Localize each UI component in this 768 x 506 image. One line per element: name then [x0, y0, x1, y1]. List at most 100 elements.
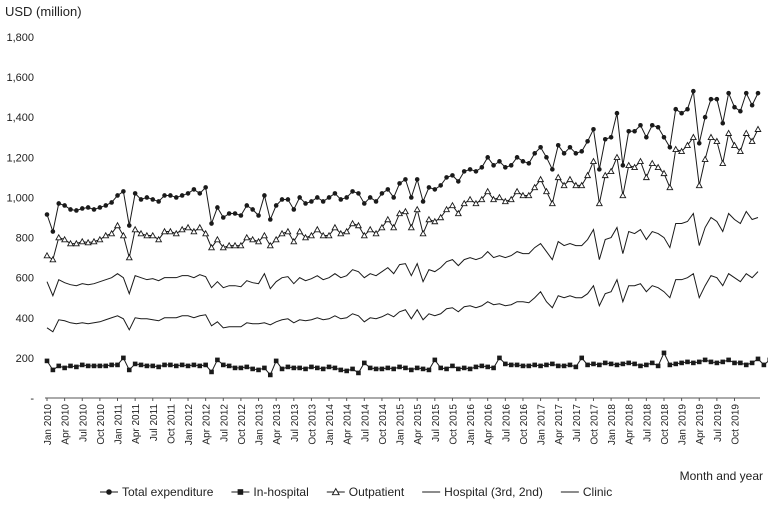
data-point — [119, 231, 127, 239]
series-line — [46, 210, 759, 298]
data-point — [661, 134, 667, 140]
data-point — [443, 205, 451, 213]
data-point — [49, 255, 57, 263]
data-point — [325, 231, 333, 239]
data-point — [719, 159, 727, 167]
data-point — [448, 201, 457, 209]
legend-item: Total expenditure — [100, 485, 214, 499]
data-point — [384, 215, 392, 223]
data-point — [109, 362, 114, 368]
data-point — [632, 361, 637, 367]
data-point — [301, 233, 310, 241]
data-point — [414, 365, 420, 371]
data-point — [437, 213, 445, 221]
data-point — [491, 163, 496, 168]
data-point — [542, 187, 551, 195]
data-point — [461, 169, 467, 174]
data-point — [720, 120, 726, 126]
data-point — [348, 219, 357, 227]
data-point — [432, 357, 438, 363]
data-point — [244, 364, 250, 370]
data-point — [91, 363, 97, 369]
data-point — [667, 362, 673, 368]
data-point — [655, 124, 661, 130]
data-point — [567, 362, 573, 368]
data-point — [472, 199, 480, 207]
x-tick-label: Apr 2012 — [202, 404, 213, 445]
data-point — [256, 367, 261, 373]
data-point — [749, 102, 755, 108]
data-point — [732, 104, 737, 110]
data-point — [121, 189, 126, 194]
data-point — [262, 365, 267, 371]
data-point — [197, 191, 203, 196]
data-point — [173, 363, 179, 369]
data-point — [115, 362, 120, 368]
data-point — [555, 363, 561, 369]
data-point — [761, 362, 767, 368]
data-point — [79, 362, 85, 368]
legend: Total expenditure In-hospital Outpatient Ho… — [100, 485, 612, 499]
data-point — [726, 90, 731, 96]
legend-marker — [331, 487, 340, 496]
legend-item: Outpatient — [326, 485, 405, 499]
x-tick-label: Jul 2014 — [360, 404, 371, 442]
data-point — [608, 134, 614, 140]
data-point — [326, 364, 332, 370]
data-point — [479, 165, 485, 170]
x-tick-label: Apr 2016 — [484, 404, 495, 445]
data-point — [267, 372, 273, 378]
data-point — [237, 241, 245, 249]
data-point — [655, 363, 661, 369]
data-point — [178, 225, 186, 233]
x-tick-label: Oct 2018 — [660, 404, 671, 445]
data-point — [331, 223, 339, 231]
data-point — [291, 207, 297, 212]
data-point — [537, 175, 545, 183]
data-point — [138, 197, 144, 202]
data-point — [320, 199, 326, 204]
x-tick-label: Apr 2013 — [272, 404, 283, 445]
data-point — [150, 363, 156, 369]
y-tick-label: - — [30, 393, 34, 405]
data-point — [291, 365, 297, 371]
data-point — [90, 237, 98, 245]
data-point — [249, 235, 257, 243]
data-point — [614, 362, 620, 368]
data-point — [362, 201, 367, 206]
series-hospital-3rd-2nd — [46, 210, 759, 298]
data-point — [673, 106, 679, 112]
data-point — [685, 106, 690, 112]
data-point — [79, 206, 85, 211]
data-point — [78, 237, 86, 245]
y-tick-label: 200 — [16, 353, 34, 365]
data-point — [356, 191, 361, 196]
series-line — [46, 351, 768, 376]
data-point — [320, 366, 326, 372]
series-layer — [43, 88, 768, 378]
data-point — [155, 235, 163, 243]
data-point — [160, 227, 169, 235]
data-point — [103, 203, 109, 208]
data-point — [309, 364, 314, 370]
data-point — [209, 369, 214, 375]
data-point — [473, 364, 479, 370]
data-point — [337, 229, 345, 237]
x-tick-label: Jul 2018 — [642, 404, 653, 442]
data-point — [702, 357, 708, 363]
legend-label: Total expenditure — [122, 485, 214, 499]
data-point — [508, 163, 514, 168]
data-point — [313, 225, 321, 233]
data-point — [303, 366, 308, 372]
data-point — [749, 360, 755, 366]
legend-label: Outpatient — [349, 485, 405, 499]
data-point — [74, 208, 79, 213]
data-point — [215, 357, 220, 363]
data-point — [649, 360, 655, 366]
data-point — [226, 211, 232, 216]
data-point — [514, 155, 520, 160]
data-point — [491, 365, 496, 371]
x-tick-label: Jan 2019 — [678, 404, 689, 446]
data-point — [203, 185, 208, 190]
data-point — [184, 223, 192, 231]
